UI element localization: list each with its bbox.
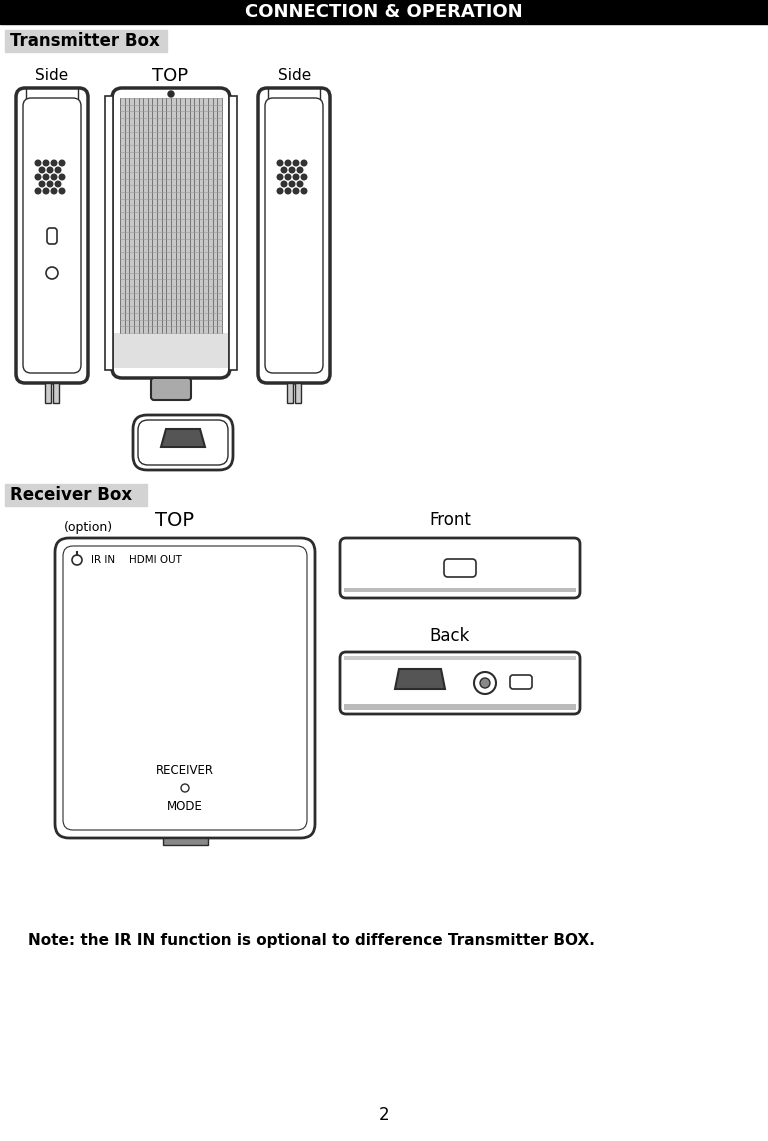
Circle shape xyxy=(285,160,291,165)
Circle shape xyxy=(59,160,65,165)
Circle shape xyxy=(290,181,295,187)
Text: Back: Back xyxy=(430,628,470,645)
Circle shape xyxy=(51,188,57,194)
Circle shape xyxy=(51,175,57,180)
Circle shape xyxy=(35,188,41,194)
Circle shape xyxy=(51,160,57,165)
Text: IR IN: IR IN xyxy=(91,555,115,565)
Text: TOP: TOP xyxy=(155,510,194,529)
Circle shape xyxy=(277,175,283,180)
Polygon shape xyxy=(161,429,205,447)
FancyBboxPatch shape xyxy=(444,559,476,577)
Circle shape xyxy=(59,188,65,194)
Bar xyxy=(287,383,293,403)
Circle shape xyxy=(277,188,283,194)
FancyBboxPatch shape xyxy=(63,547,307,830)
Bar xyxy=(5,30,167,52)
FancyBboxPatch shape xyxy=(47,228,57,244)
Circle shape xyxy=(168,91,174,97)
Circle shape xyxy=(181,784,189,792)
Circle shape xyxy=(46,267,58,280)
Circle shape xyxy=(47,181,53,187)
Circle shape xyxy=(43,160,49,165)
FancyBboxPatch shape xyxy=(16,88,88,383)
Bar xyxy=(344,704,576,710)
FancyBboxPatch shape xyxy=(23,98,81,373)
Bar xyxy=(229,96,237,370)
Bar xyxy=(163,837,208,845)
Bar xyxy=(105,96,113,370)
FancyBboxPatch shape xyxy=(112,88,230,378)
Text: TOP: TOP xyxy=(152,67,188,84)
Circle shape xyxy=(301,160,306,165)
Circle shape xyxy=(59,175,65,180)
Text: 2: 2 xyxy=(379,1106,389,1124)
Bar xyxy=(45,383,51,403)
Text: RECEIVER: RECEIVER xyxy=(156,763,214,777)
FancyBboxPatch shape xyxy=(133,415,233,470)
FancyBboxPatch shape xyxy=(265,98,323,373)
Circle shape xyxy=(293,175,299,180)
Bar xyxy=(344,588,576,592)
Text: CONNECTION & OPERATION: CONNECTION & OPERATION xyxy=(245,3,523,21)
FancyBboxPatch shape xyxy=(258,88,330,383)
Circle shape xyxy=(35,160,41,165)
Circle shape xyxy=(301,175,306,180)
Circle shape xyxy=(72,555,82,565)
Text: Receiver Box: Receiver Box xyxy=(10,486,132,504)
Circle shape xyxy=(35,175,41,180)
Circle shape xyxy=(285,175,291,180)
Circle shape xyxy=(293,188,299,194)
FancyBboxPatch shape xyxy=(55,539,315,837)
Circle shape xyxy=(297,168,303,172)
Bar xyxy=(120,98,222,333)
Circle shape xyxy=(293,160,299,165)
Text: Side: Side xyxy=(278,68,312,83)
Circle shape xyxy=(39,181,45,187)
Circle shape xyxy=(55,181,61,187)
Text: Side: Side xyxy=(35,68,68,83)
Circle shape xyxy=(474,672,496,694)
Circle shape xyxy=(290,168,295,172)
Circle shape xyxy=(55,168,61,172)
Text: HDMI OUT: HDMI OUT xyxy=(129,555,182,565)
Circle shape xyxy=(47,168,53,172)
Circle shape xyxy=(480,678,490,688)
Text: (option): (option) xyxy=(64,521,113,534)
Circle shape xyxy=(285,188,291,194)
FancyBboxPatch shape xyxy=(151,378,191,400)
FancyBboxPatch shape xyxy=(138,420,228,466)
Circle shape xyxy=(43,175,49,180)
Bar xyxy=(53,383,59,403)
Circle shape xyxy=(297,181,303,187)
FancyBboxPatch shape xyxy=(340,652,580,714)
Bar xyxy=(344,656,576,659)
Circle shape xyxy=(301,188,306,194)
FancyBboxPatch shape xyxy=(340,539,580,598)
Bar xyxy=(5,484,147,505)
Bar xyxy=(295,383,301,403)
Circle shape xyxy=(39,168,45,172)
Circle shape xyxy=(281,181,286,187)
Bar xyxy=(114,333,228,369)
Circle shape xyxy=(277,160,283,165)
Circle shape xyxy=(43,188,49,194)
Circle shape xyxy=(281,168,286,172)
Polygon shape xyxy=(395,669,445,689)
Text: Note: the IR IN function is optional to difference Transmitter BOX.: Note: the IR IN function is optional to … xyxy=(28,932,595,947)
FancyBboxPatch shape xyxy=(510,675,532,689)
Text: MODE: MODE xyxy=(167,800,203,812)
Text: Transmitter Box: Transmitter Box xyxy=(10,32,160,50)
Text: Front: Front xyxy=(429,511,471,529)
Bar xyxy=(0,0,768,24)
